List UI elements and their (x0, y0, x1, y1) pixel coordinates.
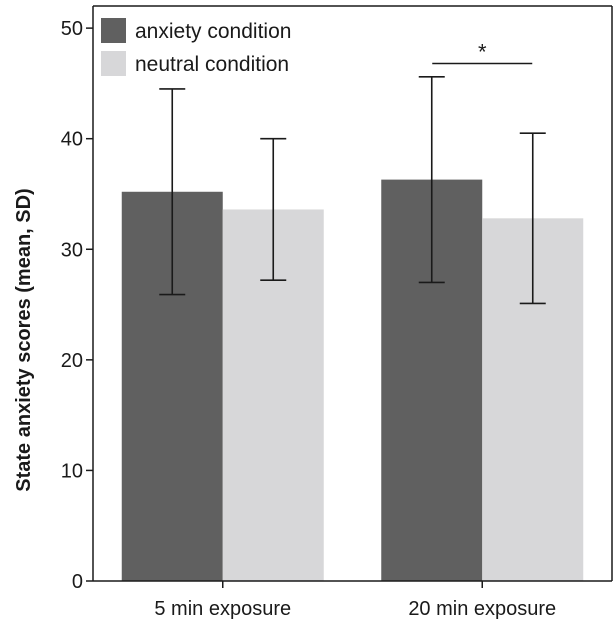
y-axis-label: State anxiety scores (mean, SD) (13, 188, 35, 491)
significance-star: * (478, 40, 487, 65)
legend-item-neutral: neutral condition (101, 51, 289, 76)
significance-marker: * (432, 40, 533, 65)
y-tick-label-20: 20 (61, 350, 83, 372)
x-tick-label-2: 20 min exposure (408, 598, 556, 620)
y-tick-label-0: 0 (72, 571, 83, 593)
bars-layer (121, 179, 584, 582)
legend-item-anxiety: anxiety condition (101, 18, 291, 43)
y-tick-label-50: 50 (61, 18, 83, 40)
annotations-layer: * (432, 40, 533, 65)
error-bars-layer (159, 75, 546, 305)
legend-label: anxiety condition (135, 20, 291, 43)
error-bar-neutral-1 (260, 137, 287, 282)
legend: anxiety condition neutral condition (101, 18, 291, 76)
axes-layer: 0 10 20 30 40 50 5 min exposure 20 min exposure (61, 5, 613, 620)
y-tick-label-10: 10 (61, 460, 83, 482)
error-bar-anxiety-1 (159, 88, 186, 296)
error-bar-anxiety-2 (418, 75, 445, 284)
x-tick-label-1: 5 min exposure (154, 598, 291, 620)
legend-swatch (101, 51, 126, 76)
legend-swatch (101, 18, 126, 43)
y-tick-label-30: 30 (61, 239, 83, 261)
legend-label: neutral condition (135, 53, 289, 76)
y-tick-label-40: 40 (61, 129, 83, 151)
error-bar-neutral-2 (519, 132, 546, 305)
